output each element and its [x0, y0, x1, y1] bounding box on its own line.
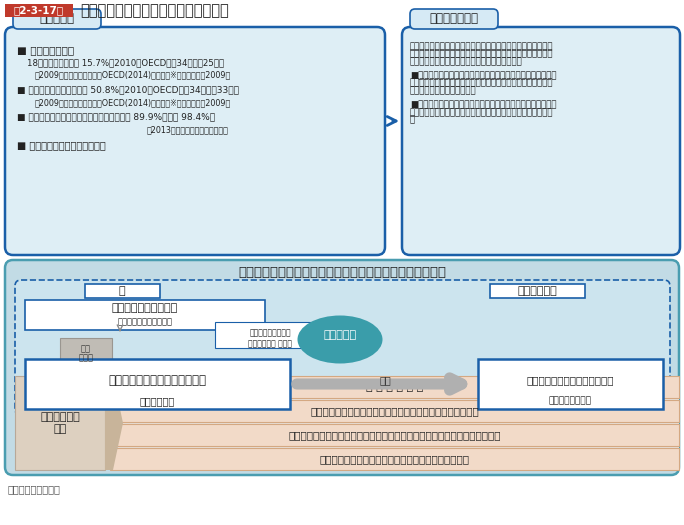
Bar	[490, 284, 585, 298]
Text: 第2-3-17図: 第2-3-17図	[14, 5, 64, 16]
Bar	[25, 359, 290, 409]
FancyBboxPatch shape	[13, 9, 101, 29]
Text: （閣議決定）: （閣議決定）	[140, 396, 174, 406]
Bar	[85, 284, 160, 298]
Text: （2009年厚労省データ）（OECD(2014)データ）※日本の数値は2009年: （2009年厚労省データ）（OECD(2014)データ）※日本の数値は2009年	[35, 71, 231, 80]
FancyBboxPatch shape	[15, 280, 670, 415]
Text: （教・民共通 決定）: （教・民共通 決定）	[248, 340, 292, 349]
Bar	[25, 300, 265, 330]
Text: この法律は、貧困の状況にある子どもが健やかに育成される環: この法律は、貧困の状況にある子どもが健やかに育成される環	[410, 42, 553, 51]
Text: 有識者の意見を反映: 有識者の意見を反映	[249, 329, 291, 338]
Bar	[110, 376, 679, 398]
Text: 子どもの貧困対策の推進に関する法律: 子どもの貧困対策の推進に関する法律	[80, 3, 228, 18]
FancyBboxPatch shape	[5, 260, 679, 475]
Text: ■子どもの貧困対策は、国及び地方公共団体の関係機関相互の: ■子どもの貧困対策は、国及び地方公共団体の関係機関相互の	[410, 100, 557, 109]
Text: 教育支援　　生活支援　　保護者への就労支援　　経済的支援　　調査研究: 教育支援 生活支援 保護者への就労支援 経済的支援 調査研究	[288, 430, 501, 440]
Text: 勘案: 勘案	[379, 375, 391, 385]
Text: 。: 。	[410, 116, 415, 124]
Text: によって左右されることのない社会を実現することを旨として: によって左右されることのない社会を実現することを旨として	[410, 79, 553, 88]
Text: （2013年厚労省／文科省データ）: （2013年厚労省／文科省データ）	[147, 125, 229, 134]
Text: 国: 国	[119, 286, 125, 296]
Text: ■ 生活保護世帯の子どもの高等学校等進学率 89.9%（全体 98.4%）: ■ 生活保護世帯の子どもの高等学校等進学率 89.9%（全体 98.4%）	[17, 113, 215, 122]
Text: ■ 世代を超えた「貧困の連鎖」: ■ 世代を超えた「貧困の連鎖」	[17, 140, 106, 150]
Text: 現状・背景: 現状・背景	[40, 13, 75, 26]
Text: ■ 子どもの貧困率: ■ 子どもの貧困率	[17, 45, 74, 55]
Text: 大綱に掲げる
事項: 大綱に掲げる 事項	[40, 412, 80, 434]
Text: 密接な連携の下に、総合的な取組として行わなければならない: 密接な連携の下に、総合的な取組として行わなければならない	[410, 108, 553, 117]
FancyBboxPatch shape	[402, 27, 680, 255]
Bar	[110, 400, 679, 422]
Text: 子どもの貧困対策に関する大綱: 子どもの貧困対策に関する大綱	[108, 373, 206, 386]
Text: ■ ひとり親世帯での貧困率 50.8%（2010年OECD加盟34カ国中33位）: ■ ひとり親世帯での貧困率 50.8%（2010年OECD加盟34カ国中33位）	[17, 86, 239, 94]
Bar	[215, 322, 325, 348]
Text: （努力義務規定）: （努力義務規定）	[549, 396, 592, 405]
FancyBboxPatch shape	[5, 27, 385, 255]
Text: （出典）内閣府資料: （出典）内閣府資料	[8, 484, 61, 494]
Text: ■子どもの貧困対策は、子どもの将来がその生まれ育った環境: ■子どもの貧困対策は、子どもの将来がその生まれ育った環境	[410, 71, 557, 80]
Text: の作成: の作成	[79, 353, 94, 362]
Bar	[60, 338, 112, 360]
Bar	[110, 424, 679, 446]
Bar	[110, 448, 679, 470]
Text: 子どもの貧困対策会議: 子どもの貧困対策会議	[112, 303, 178, 313]
Text: 子どもの貧困対策を総合的に推進するための枠組みづくり: 子どもの貧困対策を総合的に推進するための枠組みづくり	[238, 266, 446, 278]
Text: 子どもの貧困に関する指標及び当該指標の改善に向けた施策: 子どもの貧困に関する指標及び当該指標の改善に向けた施策	[310, 406, 479, 416]
Bar	[15, 376, 105, 470]
Bar	[478, 359, 663, 409]
Text: 推進されなければならない。: 推進されなければならない。	[410, 87, 477, 96]
Text: 大綱: 大綱	[81, 344, 91, 353]
Text: 基 本 的 な 方 針: 基 本 的 な 方 針	[366, 382, 423, 392]
Text: 境を整備するとともに、教育の機会均等を図るため、子どもの: 境を整備するとともに、教育の機会均等を図るため、子どもの	[410, 50, 553, 59]
FancyBboxPatch shape	[410, 9, 498, 29]
Bar	[5, 4, 73, 17]
Text: （会長：内閣総理大臣）: （会長：内閣総理大臣）	[118, 318, 172, 327]
Ellipse shape	[298, 316, 382, 363]
Text: 密接な連携: 密接な連携	[324, 331, 356, 341]
Text: 目的・基本理念: 目的・基本理念	[430, 13, 479, 26]
Polygon shape	[105, 376, 123, 470]
Text: （2009年厚労省データ）（OECD(2014)データ）※日本の数値は2009年: （2009年厚労省データ）（OECD(2014)データ）※日本の数値は2009年	[35, 98, 231, 107]
Text: 地方公共団体: 地方公共団体	[517, 286, 557, 296]
Text: 都道府県子どもの貧困対策計画: 都道府県子どもの貧困対策計画	[526, 375, 614, 385]
Text: 子どもの貧困状況及び貧困対策の実施状況を毎年公表: 子どもの貧困状況及び貧困対策の実施状況を毎年公表	[319, 454, 469, 464]
Text: 貧困対策を総合的に推進することを目的とする。: 貧困対策を総合的に推進することを目的とする。	[410, 57, 523, 66]
Text: 18歳未満の子どもで 15.7%（2010年OECD加盟34カ国中25位）: 18歳未満の子どもで 15.7%（2010年OECD加盟34カ国中25位）	[27, 58, 224, 68]
Bar	[15, 376, 679, 470]
